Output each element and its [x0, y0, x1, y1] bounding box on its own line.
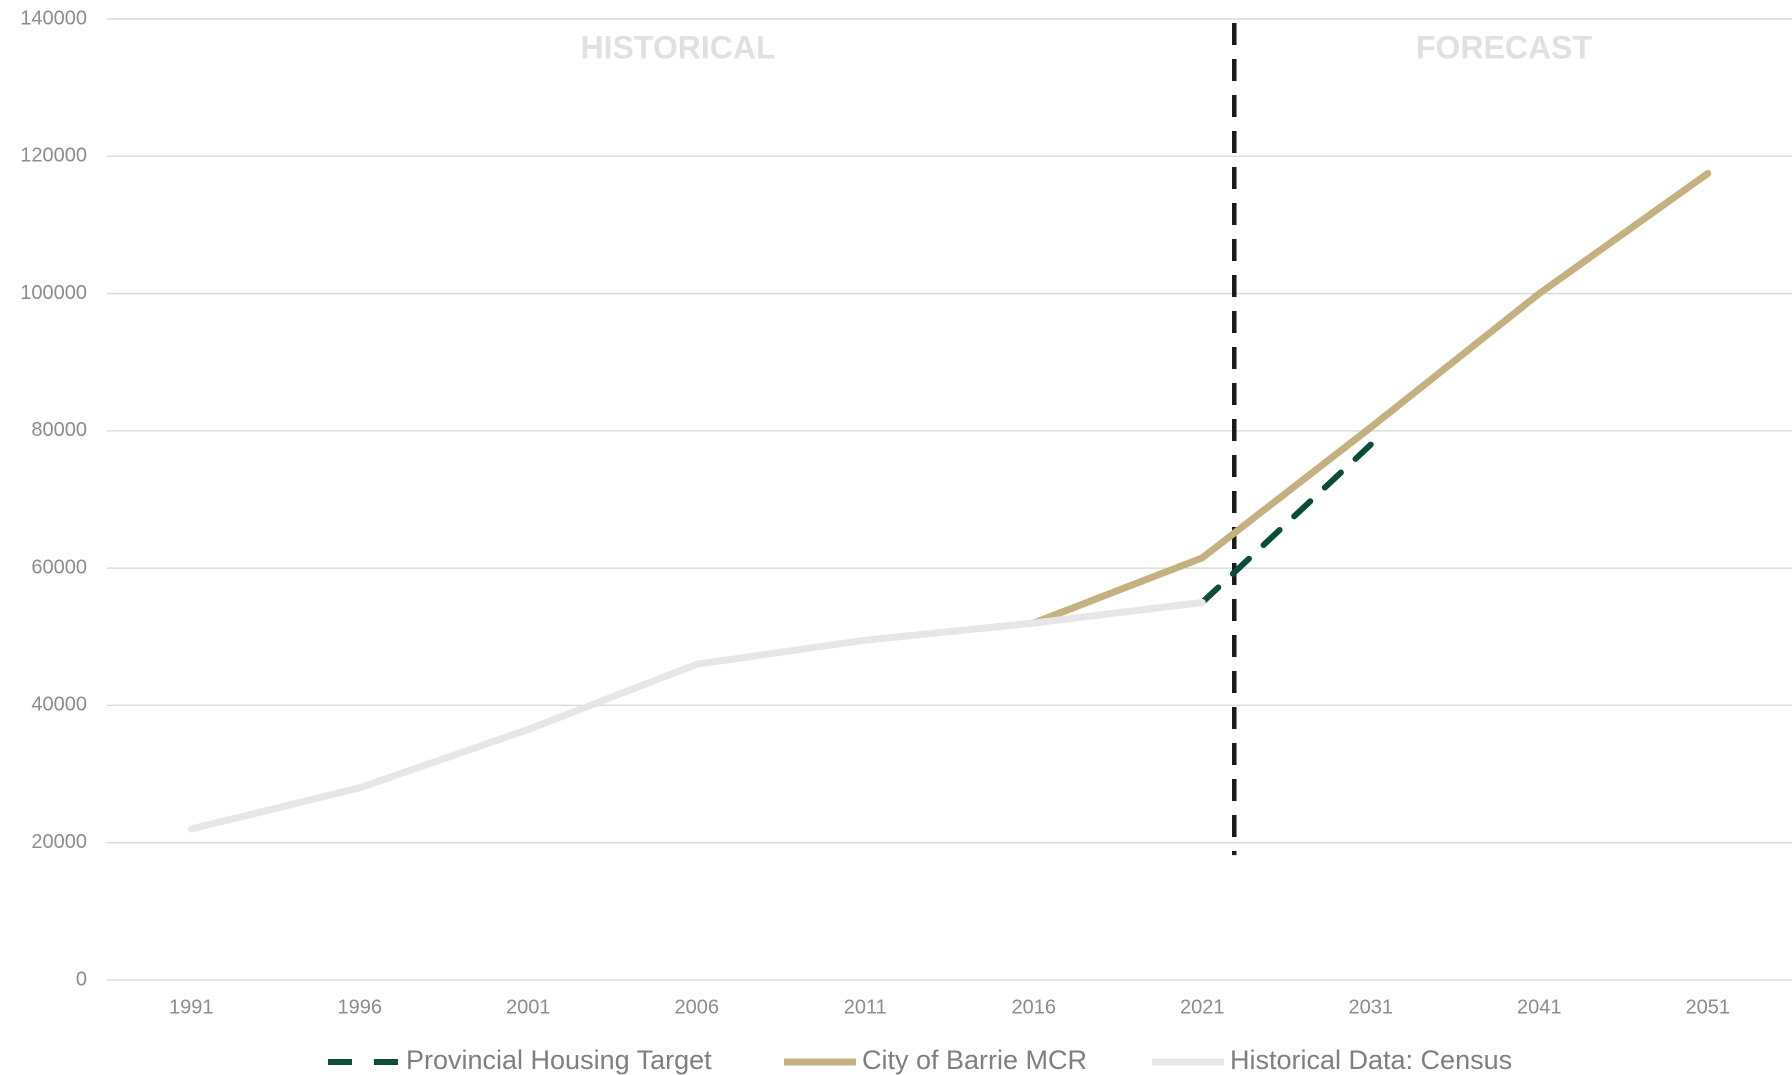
x-tick-label: 2006: [675, 996, 720, 1018]
series-line: [187, 598, 1206, 833]
x-tick-label: 1991: [169, 996, 214, 1018]
legend-label: City of Barrie MCR: [862, 1045, 1087, 1075]
legend-label: Provincial Housing Target: [406, 1045, 712, 1075]
y-tick-label: 0: [76, 968, 87, 990]
x-tick-label: 2041: [1517, 996, 1562, 1018]
y-tick-label: 60000: [31, 556, 87, 578]
x-tick-label: 2031: [1349, 996, 1394, 1018]
y-tick-label: 100000: [20, 282, 87, 304]
x-tick-label: 2016: [1012, 996, 1057, 1018]
y-tick-label: 80000: [31, 419, 87, 441]
annotation: FORECAST: [1416, 29, 1592, 65]
x-tick-label: 2051: [1686, 996, 1731, 1018]
y-tick-label: 20000: [31, 831, 87, 853]
y-tick-label: 120000: [20, 145, 87, 167]
x-tick-label: 1996: [338, 996, 383, 1018]
y-tick-label: 140000: [20, 7, 87, 29]
series-line: [1199, 441, 1374, 606]
x-tick-label: 2001: [506, 996, 551, 1018]
x-tick-label: 2011: [844, 996, 887, 1018]
y-tick-label: 40000: [31, 694, 87, 716]
series-line: [1030, 169, 1712, 627]
x-tick-label: 2021: [1180, 996, 1225, 1018]
legend-label: Historical Data: Census: [1230, 1045, 1512, 1075]
annotation: HISTORICAL: [581, 29, 776, 65]
